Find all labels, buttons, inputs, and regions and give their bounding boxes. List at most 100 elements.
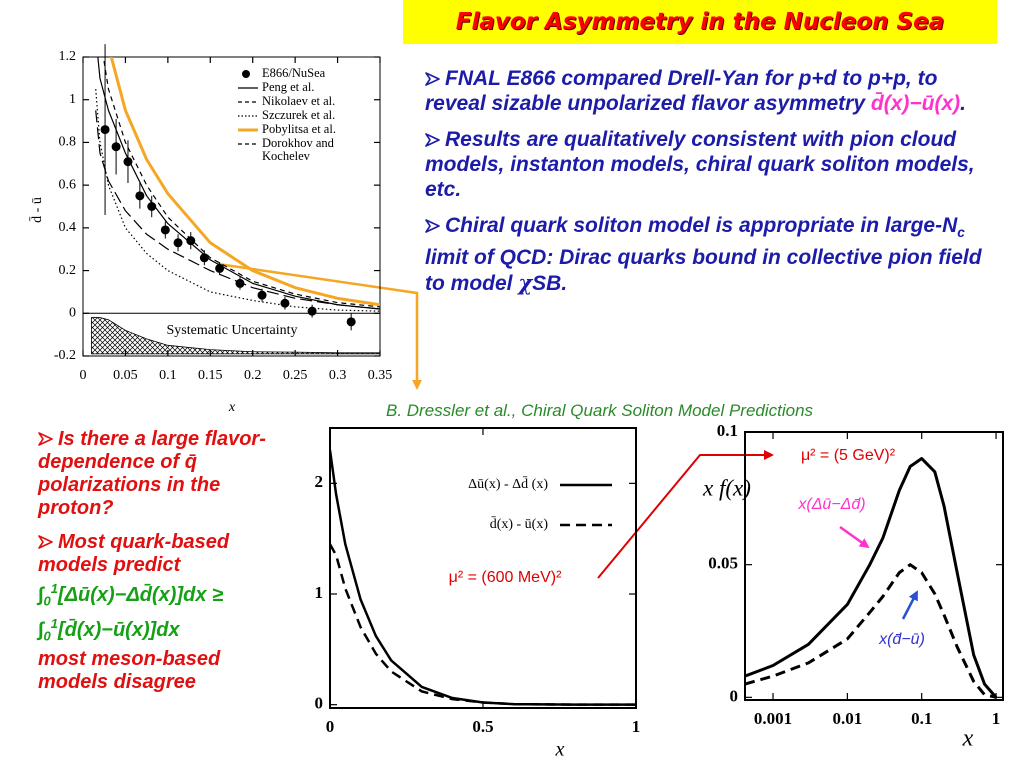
chart: 0 0.05 0.1 0.001 0.01 0.1 1x x f(x) μ² = (5 GeV)… bbox=[702, 421, 1004, 752]
text-run: 1 bbox=[50, 616, 58, 632]
legend-label: Szczurek et al. bbox=[262, 108, 336, 122]
connector-arrow bbox=[217, 262, 422, 390]
curve bbox=[102, 57, 380, 308]
text-run: c bbox=[957, 224, 965, 240]
bullet: Chiral quark soliton model is appropriat… bbox=[425, 213, 1000, 296]
text-run: d̄(x)−ū(x) bbox=[870, 92, 961, 115]
connector-arrow bbox=[597, 450, 774, 579]
annotation: μ² = (5 GeV)² bbox=[801, 447, 896, 464]
x-tick-label: 0 bbox=[326, 717, 335, 736]
y-tick-label: 0.1 bbox=[717, 421, 738, 440]
y-axis-label: d̄ - ū bbox=[29, 197, 45, 223]
x-tick-label: 0.1 bbox=[911, 709, 932, 728]
text-run: Most quark-based models predict bbox=[38, 531, 230, 576]
x-axis-label: x bbox=[555, 739, 565, 761]
bullet-line: ∫01[d̄(x)−ū(x)]dx bbox=[38, 612, 293, 647]
text-run: [Δū(x)−Δd̄(x)]dx ≥ bbox=[57, 583, 224, 606]
legend-label: E866/NuSea bbox=[262, 67, 326, 80]
pointer-arrow bbox=[901, 590, 919, 620]
x-axis-label: x bbox=[962, 726, 974, 752]
curve bbox=[330, 449, 636, 706]
text-run: ∫ bbox=[38, 619, 44, 642]
data-point bbox=[199, 253, 209, 263]
x-tick-label: 0.1 bbox=[159, 368, 177, 383]
y-tick-label: 2 bbox=[315, 472, 324, 491]
annotation: Systematic Uncertainty bbox=[166, 323, 297, 338]
data-point bbox=[100, 125, 110, 135]
legend-label: Dorokhov and Kochelev bbox=[262, 136, 334, 163]
chart: 0 1 2 0 0.5 1 x μ² = (600 MeV)² Δū(x) - Δd̄ (x) d… bbox=[315, 427, 640, 761]
data-point bbox=[346, 317, 356, 327]
legend-entry: Nikolaev et al. bbox=[236, 95, 382, 108]
curve bbox=[95, 110, 380, 310]
text-run: 0 bbox=[43, 628, 51, 644]
plot-area bbox=[330, 449, 636, 706]
y-tick-label: 1 bbox=[315, 583, 324, 602]
text-run: Results are qualitatively consistent wit… bbox=[425, 128, 975, 201]
bullet-line: most meson-based models disagree bbox=[38, 648, 293, 694]
y-tick-label: 0.4 bbox=[59, 220, 77, 235]
series-label: x(Δū−Δd̄) bbox=[797, 496, 865, 513]
y-tick-label: 0.2 bbox=[59, 263, 77, 278]
text-run: Is there a large flavor-dependence of q̄… bbox=[38, 428, 266, 519]
text-run: most meson-based models disagree bbox=[38, 647, 221, 693]
text-run: limit of QCD: Dirac quarks bound in coll… bbox=[425, 245, 982, 295]
text-run: FNAL E866 compared Drell-Yan for p+d to … bbox=[425, 67, 938, 115]
y-tick-label: 1.2 bbox=[59, 49, 77, 64]
data-point bbox=[186, 236, 196, 246]
bullet-line: Most quark-based models predict bbox=[38, 531, 293, 577]
chart: -0.2 0 0.2 0.4 0.6 0.8 1 1.2 0 0.05 0.1 0.15 0.2 0.25… bbox=[29, 44, 392, 415]
plot-frame bbox=[329, 427, 637, 709]
text-run: ∫ bbox=[38, 583, 44, 606]
bullet: Most quark-based models predict ∫01[Δū(x)… bbox=[38, 531, 293, 694]
curve bbox=[745, 563, 997, 699]
bullet-icon bbox=[425, 219, 440, 233]
x-tick-label: 0.25 bbox=[283, 368, 308, 383]
y-tick-label: 0.6 bbox=[59, 177, 77, 192]
bullet-icon bbox=[38, 432, 53, 446]
curve bbox=[745, 457, 998, 699]
x-tick-label: 0.2 bbox=[244, 368, 262, 383]
x-tick-label: 0.01 bbox=[832, 709, 862, 728]
plot-area bbox=[745, 457, 998, 699]
curve bbox=[97, 57, 380, 310]
bullet-icon bbox=[425, 133, 440, 147]
text-run: 0 bbox=[43, 593, 51, 609]
y-tick-label: 0 bbox=[315, 694, 324, 713]
legend-entry: Peng et al. bbox=[236, 81, 382, 94]
text-run: . bbox=[960, 92, 966, 115]
bullet-line: FNAL E866 compared Drell-Yan for p+d to … bbox=[425, 66, 1000, 116]
bullet-line: Is there a large flavor-dependence of q̄… bbox=[38, 428, 293, 520]
data-point bbox=[235, 278, 245, 288]
y-tick-label: 0.05 bbox=[708, 554, 738, 573]
legend-entry: Dorokhov and Kochelev bbox=[236, 137, 382, 163]
legend-swatch bbox=[238, 143, 258, 145]
x-tick-label: 0.001 bbox=[754, 709, 792, 728]
data-point bbox=[173, 238, 183, 248]
legend-label: Peng et al. bbox=[262, 80, 315, 94]
uncertainty-band bbox=[91, 317, 380, 355]
legend-swatch bbox=[238, 87, 258, 89]
legend-swatch bbox=[238, 128, 258, 132]
legend-marker bbox=[242, 70, 250, 78]
bullet: Results are qualitatively consistent wit… bbox=[425, 127, 1000, 202]
data-point bbox=[147, 202, 157, 211]
x-tick-label: 0 bbox=[80, 368, 87, 383]
bullet-arrow bbox=[38, 432, 53, 446]
x-axis-label: x bbox=[228, 400, 236, 415]
bullet-icon bbox=[425, 72, 440, 86]
bullets-right: FNAL E866 compared Drell-Yan for p+d to … bbox=[425, 66, 1000, 307]
text-run: Chiral quark soliton model is appropriat… bbox=[445, 214, 958, 237]
x-tick-label: 1 bbox=[992, 709, 1001, 728]
text-run: 1 bbox=[50, 581, 58, 596]
series-label: x(d̄−ū) bbox=[878, 631, 925, 648]
text-run: [d̄(x)−ū(x)]dx bbox=[57, 619, 180, 642]
bullet-arrow bbox=[425, 133, 440, 147]
caption: B. Dressler et al., Chiral Quark Soliton… bbox=[386, 401, 814, 420]
curve bbox=[330, 543, 636, 706]
legend-entry: Szczurek et al. bbox=[236, 109, 382, 122]
y-axis-label: x f(x) bbox=[702, 475, 751, 500]
